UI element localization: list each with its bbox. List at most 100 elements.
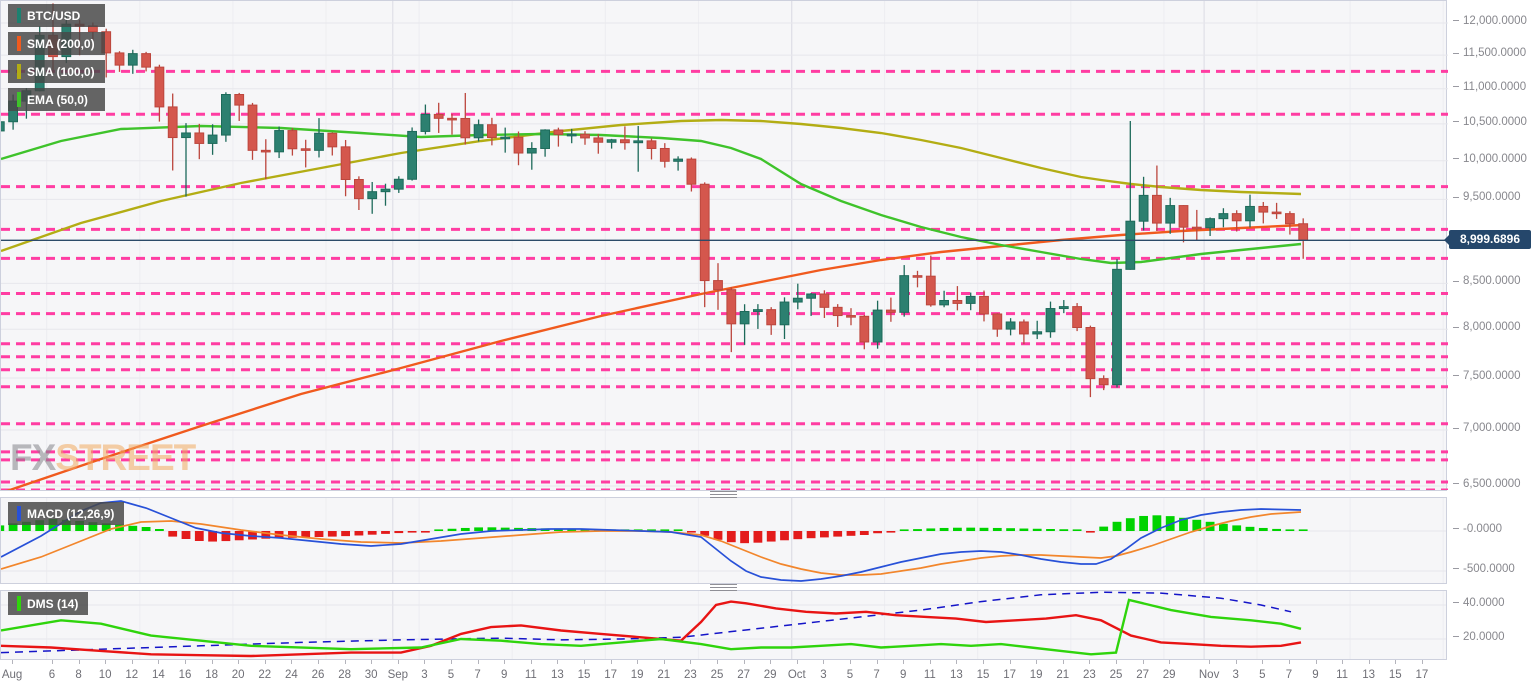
candle [1072, 306, 1082, 329]
candle [992, 313, 1003, 330]
x-axis-tick [903, 660, 905, 664]
x-axis-tick [1395, 660, 1397, 664]
dms-label: DMS (14) [27, 596, 79, 611]
macd-panel[interactable] [0, 497, 1447, 584]
x-axis-tick-label: 11 [524, 669, 537, 681]
x-axis-tick [983, 660, 984, 664]
y-axis-tick-label: 11,000.0000 [1453, 81, 1526, 93]
legend-item-ema-50-0-[interactable]: EMA (50,0) [8, 88, 105, 111]
candle [553, 129, 564, 135]
x-axis-tick [610, 660, 612, 664]
x-axis-tick-label: 21 [657, 669, 671, 681]
candle [1005, 321, 1016, 330]
candle [939, 299, 950, 306]
candle [526, 147, 537, 154]
dms-chart-canvas[interactable] [1, 591, 1446, 659]
candle [1178, 205, 1189, 228]
price-panel[interactable] [0, 0, 1448, 491]
candle [899, 275, 910, 313]
y-axis-tick-label: 7,500.0000 [1453, 370, 1521, 382]
candle [779, 301, 790, 326]
x-axis-tick [850, 660, 851, 664]
x-axis-tick-label: 8 [75, 669, 82, 681]
candle [766, 309, 777, 326]
x-axis-tick-label: 29 [763, 669, 777, 681]
x-axis-tick [956, 660, 958, 664]
candle [1098, 378, 1109, 386]
x-axis-tick [52, 660, 53, 664]
legend-item-sma-100-0-[interactable]: SMA (100,0) [8, 60, 105, 83]
x-axis-tick-label: 23 [683, 669, 697, 681]
x-axis-tick-label: 17 [1415, 669, 1429, 681]
x-axis-tick-label: 3 [1232, 669, 1239, 681]
x-axis-tick [1169, 660, 1171, 664]
candle [699, 183, 710, 282]
x-axis-tick [397, 660, 399, 664]
candle [540, 129, 551, 149]
candle [380, 188, 391, 193]
dms-panel[interactable] [0, 590, 1447, 660]
x-axis-tick-label: 20 [231, 669, 245, 681]
candle [753, 309, 763, 312]
candle [965, 295, 976, 304]
x-axis-tick-label: 9 [899, 669, 907, 681]
candle [181, 132, 191, 139]
candle [566, 133, 577, 137]
macd-chart-canvas[interactable] [1, 498, 1446, 583]
legend-accent-bar [17, 64, 21, 79]
candle [646, 140, 657, 149]
candle [859, 315, 870, 343]
candle [340, 146, 351, 180]
candle [713, 280, 723, 291]
price-chart-canvas[interactable] [1, 1, 1448, 490]
x-axis-tick [1368, 660, 1370, 664]
x-axis-tick [530, 660, 532, 664]
x-axis-tick [1209, 660, 1211, 664]
y-axis-tick-label: 10,000.0000 [1453, 153, 1527, 165]
panel-resize-handle[interactable] [710, 491, 737, 498]
candle [806, 293, 817, 299]
x-axis-tick-label: 11 [923, 669, 936, 681]
x-axis-tick [211, 660, 213, 664]
candle [633, 140, 644, 144]
legend-item-label: BTC/USD [27, 8, 81, 23]
x-axis-tick-label: 17 [1003, 669, 1016, 681]
x-axis-tick-label: 27 [1136, 669, 1149, 681]
x-axis-tick [1262, 660, 1264, 664]
x-axis-tick [717, 660, 718, 664]
candle [1245, 205, 1255, 222]
candle [1112, 268, 1122, 386]
candle [274, 130, 285, 153]
panel-resize-handle-2[interactable] [710, 584, 737, 591]
x-axis-tick-label: 9 [500, 669, 508, 681]
candle [1138, 194, 1149, 222]
x-axis-tick [1116, 660, 1117, 664]
x-axis-tick [504, 660, 506, 664]
candle [500, 136, 511, 140]
candle [1258, 205, 1269, 213]
candle [593, 137, 604, 143]
x-axis-tick-label: 6 [48, 669, 56, 681]
x-axis-tick [557, 660, 559, 664]
candle [726, 289, 737, 325]
legend-macd[interactable]: MACD (12,26,9) [8, 502, 125, 525]
x-axis-tick [1342, 660, 1344, 664]
candle [1152, 194, 1162, 224]
legend-item-sma-200-0-[interactable]: SMA (200,0) [8, 32, 105, 55]
legend-dms[interactable]: DMS (14) [8, 592, 89, 615]
candle [167, 106, 178, 139]
y-axis-tick-label: 40.0000 [1453, 597, 1505, 609]
x-axis-tick-label: Nov [1198, 669, 1220, 681]
candle [792, 297, 803, 303]
y-axis-tick-label: 20.0000 [1453, 631, 1505, 643]
x-axis-tick-label: 10 [98, 669, 112, 681]
x-axis-tick-label: 13 [1362, 669, 1376, 681]
candle [260, 149, 271, 153]
x-axis-tick-label: 25 [1109, 669, 1123, 681]
candle [221, 94, 231, 136]
candle [979, 295, 989, 315]
x-axis-tick [78, 660, 80, 664]
legend-item-btc-usd[interactable]: BTC/USD [8, 4, 105, 27]
x-axis-tick-label: 7 [873, 669, 880, 681]
x-axis-tick-label: 7 [474, 669, 481, 681]
